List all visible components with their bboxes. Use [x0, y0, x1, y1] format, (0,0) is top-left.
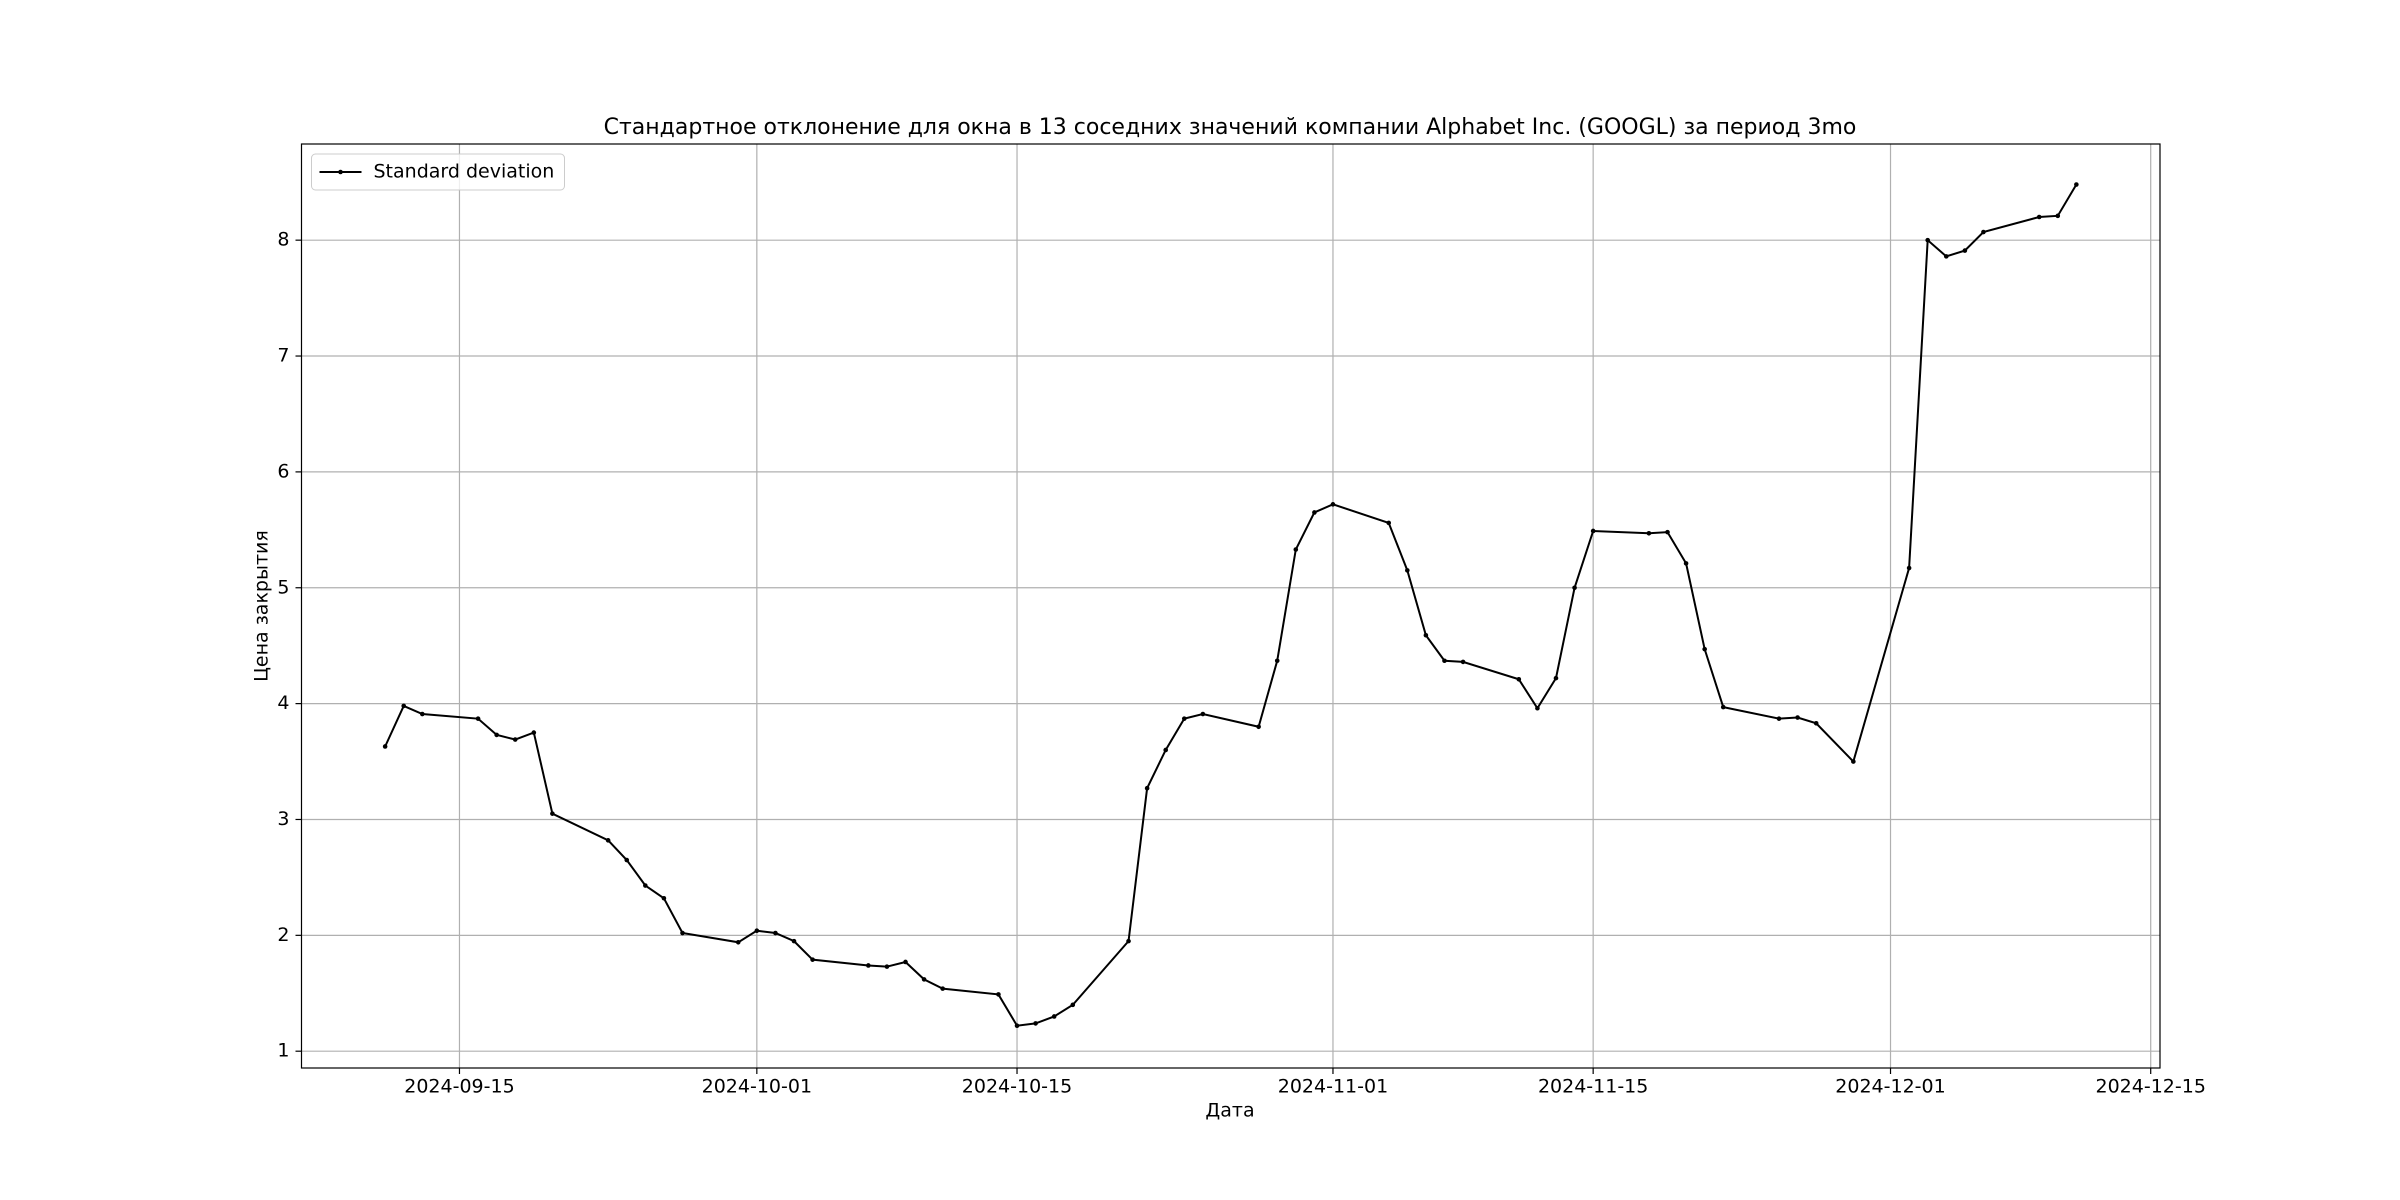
data-point [531, 730, 537, 735]
data-point [1423, 632, 1429, 638]
data-point [1051, 1014, 1057, 1019]
x-axis-label: Дата [1205, 1100, 1254, 1122]
data-point [791, 938, 797, 944]
data-point [512, 737, 518, 742]
data-point [1163, 747, 1169, 753]
data-point [1683, 561, 1689, 566]
data-point [996, 992, 1001, 997]
data-point [1553, 675, 1559, 681]
data-point [1981, 229, 1986, 235]
chart-title: Стандартное отклонение для окна в 13 сос… [604, 115, 1857, 140]
plot-frame [300, 143, 2161, 1069]
x-tick-label: 2024-12-01 [1835, 1076, 1945, 1098]
y-axis-label: Цена закрытия [251, 530, 273, 682]
data-point [1386, 520, 1392, 526]
x-tick-label: 2024-11-01 [1278, 1076, 1388, 1098]
data-point [884, 964, 890, 969]
data-point [680, 930, 685, 936]
data-point [1720, 704, 1726, 710]
data-point [903, 959, 908, 965]
data-point [624, 857, 630, 863]
data-point [420, 711, 425, 717]
y-tick-label: 1 [277, 1040, 289, 1062]
data-point [1330, 502, 1336, 507]
data-point [382, 744, 388, 749]
x-tick-label: 2024-12-15 [2095, 1076, 2205, 1098]
data-point [1702, 646, 1707, 652]
data-point [401, 703, 407, 709]
data-point [1460, 659, 1466, 665]
y-tick-label: 6 [277, 460, 289, 482]
data-point [1590, 528, 1596, 534]
data-point [1776, 716, 1782, 721]
data-point [661, 895, 667, 901]
data-line [384, 184, 2078, 1027]
data-point [735, 939, 741, 945]
data-point [1925, 237, 1930, 243]
data-point [475, 716, 481, 721]
data-point [1962, 248, 1968, 253]
data-point [1813, 721, 1819, 726]
data-point [1070, 1002, 1076, 1008]
data-point [940, 986, 945, 991]
data-point [1126, 938, 1131, 944]
data-point [1535, 705, 1540, 711]
data-point [2036, 214, 2042, 220]
data-point [810, 957, 815, 962]
data-point [754, 928, 760, 934]
data-point [1256, 724, 1261, 730]
x-tick-label: 2024-09-15 [404, 1076, 514, 1098]
data-point [1442, 658, 1447, 664]
data-point [866, 963, 871, 968]
data-point [2074, 182, 2079, 187]
y-tick-label: 3 [277, 808, 289, 830]
y-tick-label: 8 [277, 229, 289, 251]
x-tick-label: 2024-10-15 [962, 1076, 1072, 1098]
y-tick-label: 5 [277, 576, 289, 598]
legend-marker [338, 169, 343, 175]
data-point [1293, 547, 1299, 552]
data-point [1906, 565, 1912, 571]
data-point [1144, 785, 1150, 791]
data-point [494, 732, 499, 738]
data-point [773, 930, 778, 936]
data-point [1312, 510, 1317, 515]
y-tick-label: 2 [277, 924, 289, 946]
data-point [1033, 1021, 1038, 1026]
legend-label: Standard deviation [374, 161, 555, 183]
data-point [1665, 529, 1670, 535]
x-tick-label: 2024-10-01 [702, 1076, 812, 1098]
data-point [1851, 759, 1856, 764]
data-point [1646, 530, 1652, 536]
data-point [1795, 715, 1800, 720]
data-point [1200, 711, 1206, 717]
data-point [1572, 585, 1577, 591]
data-point [550, 811, 555, 816]
legend-box [311, 153, 565, 191]
x-tick-label: 2024-11-15 [1538, 1076, 1648, 1098]
data-point [605, 838, 611, 843]
data-point [1516, 676, 1522, 682]
data-point [2055, 213, 2061, 219]
data-point [1274, 658, 1280, 664]
data-point [1943, 254, 1949, 259]
y-tick-label: 7 [277, 345, 289, 367]
data-point [1405, 568, 1410, 573]
data-point [1181, 716, 1187, 721]
y-tick-label: 4 [277, 692, 289, 714]
data-point [921, 977, 927, 982]
data-point [643, 883, 648, 888]
data-point [1014, 1023, 1020, 1029]
